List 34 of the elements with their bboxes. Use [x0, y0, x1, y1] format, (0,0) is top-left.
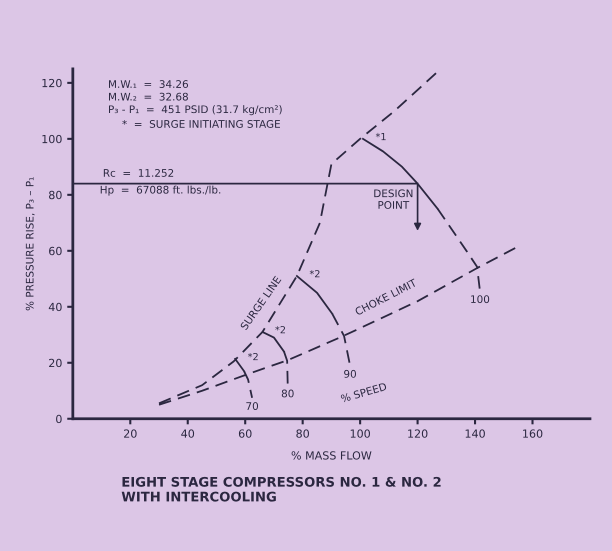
annotation: M.W.₁ = 34.26 [109, 80, 188, 88]
annotation: *2 [275, 326, 286, 334]
annotation: 100 [471, 295, 490, 304]
x-tick-label: 140 [466, 429, 485, 438]
annotation: *2 [310, 270, 320, 278]
annotation: * = SURGE INITIATING STAGE [122, 120, 280, 128]
text: EIGHT STAGE COMPRESSORS NO. 1 & NO. 2 WITH INTERCOOLING [122, 476, 441, 502]
annotation: 70 [246, 402, 258, 410]
annotation: 90 [344, 370, 356, 378]
annotation: P₃ - P₁ = 451 PSID (31.7 kg/cm²) [109, 105, 282, 116]
y-axis-title: % PRESSURE RISE, P₃ – P₁ [26, 177, 35, 310]
annotation: *2 [248, 352, 258, 360]
annotation: DESIGN POINT [374, 189, 412, 209]
x-tick-label: 80 [296, 429, 309, 438]
y-tick-label: 120 [42, 78, 62, 88]
y-tick-label: 80 [49, 190, 62, 200]
x-tick-label: 160 [523, 429, 542, 438]
annotation: Hp = 67088 ft. lbs./lb. [100, 186, 220, 196]
x-tick-label: 60 [238, 429, 252, 438]
y-tick-label: 40 [48, 302, 62, 312]
x-tick-label: 40 [181, 429, 194, 438]
x-tick-label: 20 [124, 429, 137, 438]
x-tick-label: 100 [350, 429, 370, 438]
annotation: Rc = 11.252 [104, 168, 174, 177]
annotation: *1 [376, 132, 386, 140]
annotation: M.W.₂ = 32.68 [109, 92, 188, 101]
x-tick-label: 120 [408, 429, 428, 438]
x-axis-title: % MASS FLOW [292, 451, 372, 460]
y-tick-label: 0 [56, 414, 62, 424]
y-tick-label: 60 [49, 246, 62, 256]
y-tick-label: 20 [49, 358, 62, 368]
y-tick-label: 100 [42, 134, 62, 144]
annotation: 80 [282, 390, 294, 398]
annotation: % SPEED [340, 382, 387, 403]
